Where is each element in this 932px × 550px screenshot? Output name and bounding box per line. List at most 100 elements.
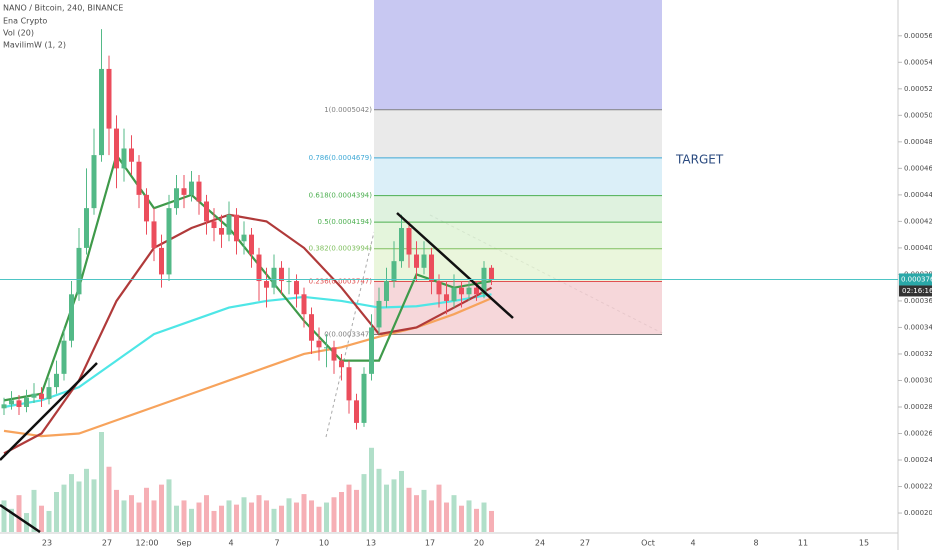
candle-body <box>46 387 52 400</box>
candle-body <box>399 228 404 262</box>
candle-body <box>114 128 119 169</box>
volume-bar <box>271 508 277 532</box>
candle-body <box>1 404 7 409</box>
volume-bar <box>106 466 112 532</box>
volume-bar <box>436 484 442 532</box>
volume-bar <box>339 492 344 532</box>
fib-label: 0.786(0.0004679) <box>309 154 373 162</box>
candle-body <box>24 397 29 407</box>
x-tick-label: 12:00 <box>135 539 158 548</box>
volume-bar <box>249 502 254 532</box>
volume-bar <box>99 432 104 532</box>
volume-bar <box>301 494 307 532</box>
x-tick-label: 24 <box>535 539 545 548</box>
candle-body <box>16 400 22 407</box>
candle-body <box>474 287 479 295</box>
y-tick-label: 0.0002400 <box>904 456 932 464</box>
fib-label: 0.236(0.0003747) <box>309 277 373 285</box>
y-tick-label: 0.0003200 <box>904 350 932 358</box>
moving-average <box>3 213 493 455</box>
fib-extension <box>374 0 662 110</box>
candle-body <box>429 254 434 282</box>
candle-body <box>339 360 344 368</box>
x-tick-label: 8 <box>753 539 758 548</box>
volume-bar <box>181 500 187 532</box>
volume-bar <box>114 489 119 532</box>
volume-bar <box>9 508 14 532</box>
y-tick-label: 0.0002000 <box>904 509 932 517</box>
candle-body <box>9 400 14 405</box>
x-tick-label: 17 <box>425 539 435 548</box>
volume-bar <box>211 510 217 532</box>
fib-band <box>374 157 662 196</box>
countdown: 02:16:16 <box>902 287 932 295</box>
price-box <box>899 273 932 286</box>
volume-bar <box>1 500 7 532</box>
x-tick-label: 10 <box>319 539 329 548</box>
annotation: TARGET <box>675 153 724 167</box>
volume-bar <box>196 502 202 532</box>
y-tick-label: 0.0004000 <box>904 244 932 252</box>
y-tick-label: 0.0004400 <box>904 191 932 199</box>
fib-label: 1(0.0005042) <box>324 106 372 114</box>
x-tick-label: 15 <box>859 539 869 548</box>
volume-bar <box>421 489 427 532</box>
candle-body <box>406 228 412 255</box>
fib-label: 0.382(0.0003994) <box>309 245 373 253</box>
candle-body <box>391 261 397 282</box>
candle-body <box>346 367 352 401</box>
volume-bar <box>16 495 22 532</box>
volume-bar <box>354 489 359 532</box>
candle-body <box>234 214 239 242</box>
volume-bar <box>91 479 97 532</box>
candle-body <box>69 294 74 341</box>
candle-body <box>31 393 37 398</box>
volume-bar <box>286 498 292 532</box>
trendline <box>396 212 514 319</box>
indicator: Ena Crypto <box>3 17 47 26</box>
moving-average <box>3 293 492 409</box>
x-tick-label: Sep <box>176 539 191 548</box>
candle-body <box>421 254 427 268</box>
x-tick-label: 27 <box>580 539 590 548</box>
y-tick-label: 0.0003400 <box>904 323 932 331</box>
candle-body <box>331 347 337 361</box>
candle-body <box>219 228 224 235</box>
volume-bar <box>204 495 209 532</box>
volume-bar <box>166 479 172 532</box>
trendline <box>0 503 41 534</box>
volume-bar <box>481 502 487 532</box>
volume-bar <box>489 510 494 532</box>
candle-body <box>286 281 292 283</box>
candle-body <box>39 393 44 400</box>
volume-bar <box>414 495 419 532</box>
volume-bar <box>316 506 322 532</box>
volume-bar <box>429 500 434 532</box>
fib-label: 0(0.0003347) <box>324 330 372 338</box>
volume-bar <box>256 495 262 532</box>
candle-body <box>121 148 127 169</box>
candle-body <box>324 347 329 349</box>
volume-bar <box>391 479 397 532</box>
volume-bar <box>121 500 127 532</box>
fib-band <box>374 195 662 223</box>
volume-bar <box>376 468 382 532</box>
x-tick-label: 13 <box>366 539 376 548</box>
indicator: Vol (20) <box>3 29 34 38</box>
moving-average <box>3 152 492 402</box>
candle-body <box>54 373 59 388</box>
candle-body <box>159 247 164 275</box>
candle-body <box>459 287 464 295</box>
countdown-box <box>899 285 932 297</box>
candle-body <box>301 294 307 315</box>
candle-body <box>279 267 284 282</box>
y-tick-label: 0.0004600 <box>904 164 932 172</box>
volume-bar <box>189 508 194 532</box>
candle-body <box>384 281 389 301</box>
candle-body <box>106 68 112 129</box>
x-tick-label: 4 <box>228 539 233 548</box>
y-tick-label: 0.0003000 <box>904 376 932 384</box>
volume-bar <box>136 502 142 532</box>
volume-bar <box>459 505 464 532</box>
